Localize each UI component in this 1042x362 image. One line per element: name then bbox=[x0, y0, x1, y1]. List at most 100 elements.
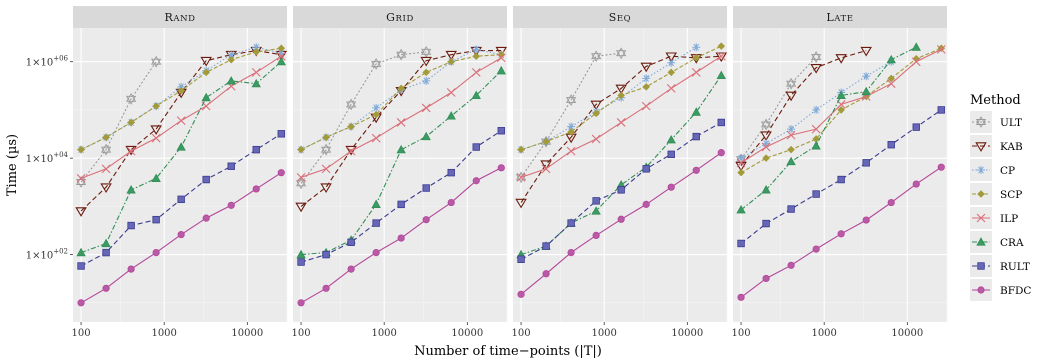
data-point-kab bbox=[150, 125, 162, 135]
data-point-kab bbox=[860, 46, 872, 57]
data-point-bfdc bbox=[617, 215, 625, 223]
data-point-ilp bbox=[616, 118, 626, 127]
data-point-ilp bbox=[251, 68, 261, 77]
data-point-cra bbox=[761, 185, 771, 194]
data-point-kab bbox=[810, 63, 822, 74]
data-point-scp bbox=[642, 83, 650, 91]
data-point-cra bbox=[296, 249, 306, 259]
x-tick-label: 1000 bbox=[371, 328, 396, 339]
data-point-ilp bbox=[566, 146, 576, 156]
data-point-bfdc bbox=[347, 265, 355, 273]
x-tick-label: 10000 bbox=[451, 328, 483, 339]
series-bfdc bbox=[77, 169, 285, 307]
data-point-ilp bbox=[471, 68, 481, 77]
panel-late: LATE bbox=[733, 6, 948, 322]
data-point-cra bbox=[251, 78, 261, 88]
series-line-cra bbox=[740, 46, 917, 211]
data-point-kab bbox=[495, 46, 508, 57]
data-point-bfdc bbox=[397, 234, 405, 242]
data-point-rult bbox=[567, 219, 575, 227]
data-point-scp bbox=[447, 57, 455, 66]
data-point-cp bbox=[862, 72, 871, 81]
x-tick-label: 1000 bbox=[591, 328, 616, 339]
data-point-bfdc bbox=[517, 290, 525, 298]
data-point-rult bbox=[542, 242, 550, 250]
data-point-rult bbox=[252, 145, 260, 154]
data-point-bfdc bbox=[297, 299, 305, 307]
data-point-cra bbox=[371, 199, 381, 208]
data-point-ilp bbox=[296, 172, 306, 182]
data-point-scp bbox=[542, 137, 550, 146]
data-point-cra bbox=[591, 206, 601, 215]
data-point-rult bbox=[497, 127, 505, 135]
data-point-ilp bbox=[691, 68, 701, 77]
data-point-bfdc bbox=[472, 177, 480, 185]
series-scp bbox=[737, 44, 946, 177]
legend-label: RULT bbox=[1000, 261, 1030, 273]
data-point-ult bbox=[421, 45, 432, 58]
legend-key-marker bbox=[977, 190, 985, 198]
data-point-cra bbox=[396, 144, 406, 154]
strip-title: LATE bbox=[826, 11, 853, 24]
data-point-cra bbox=[666, 134, 676, 144]
data-point-bfdc bbox=[497, 164, 505, 172]
data-point-ilp bbox=[421, 103, 431, 113]
data-point-cra bbox=[421, 131, 431, 141]
data-point-cp bbox=[177, 82, 186, 91]
series-cra bbox=[76, 56, 286, 257]
data-point-scp bbox=[152, 102, 160, 110]
data-point-scp bbox=[837, 106, 845, 114]
data-point-bfdc bbox=[542, 270, 550, 278]
data-point-ilp bbox=[346, 146, 356, 156]
data-point-ilp bbox=[761, 142, 771, 152]
panel-rand: RAND bbox=[73, 6, 288, 322]
data-point-scp bbox=[762, 154, 770, 162]
series-ult bbox=[295, 45, 432, 190]
data-point-kab bbox=[715, 52, 728, 63]
data-point-kab bbox=[100, 183, 112, 194]
data-point-cra bbox=[446, 111, 456, 120]
data-point-cp bbox=[692, 43, 701, 52]
data-point-scp bbox=[717, 42, 726, 50]
series-line-ult bbox=[80, 61, 157, 183]
series-rult bbox=[737, 106, 945, 248]
series-ilp bbox=[296, 53, 506, 182]
data-point-rult bbox=[177, 195, 185, 204]
data-point-cra bbox=[811, 141, 821, 150]
series-rult bbox=[517, 118, 725, 263]
data-point-ilp bbox=[811, 124, 821, 134]
data-point-ilp bbox=[666, 83, 676, 93]
panel-grid: GRID bbox=[293, 6, 508, 322]
data-point-cra bbox=[226, 76, 236, 85]
data-point-cra bbox=[201, 92, 211, 102]
data-point-ult bbox=[811, 51, 822, 63]
data-point-scp bbox=[787, 145, 795, 154]
data-point-kab bbox=[75, 207, 87, 217]
data-point-bfdc bbox=[567, 248, 575, 257]
legend-key-marker bbox=[977, 286, 985, 294]
data-point-scp bbox=[567, 128, 575, 136]
legend-label: CRA bbox=[1000, 237, 1024, 249]
data-point-bfdc bbox=[692, 166, 700, 174]
data-point-ilp bbox=[936, 45, 946, 54]
data-point-scp bbox=[517, 145, 525, 154]
data-point-cp bbox=[667, 58, 676, 67]
data-point-cra bbox=[836, 90, 846, 100]
data-point-ilp bbox=[321, 164, 331, 174]
data-point-ult bbox=[320, 143, 332, 156]
series-line-ult bbox=[740, 56, 817, 160]
series-bfdc bbox=[737, 163, 945, 301]
legend-label: KAB bbox=[1000, 141, 1023, 153]
data-point-ult bbox=[345, 98, 357, 111]
data-point-ilp bbox=[151, 133, 161, 143]
series-rult bbox=[297, 127, 505, 266]
data-point-rult bbox=[667, 150, 675, 159]
data-point-rult bbox=[102, 248, 110, 257]
data-point-rult bbox=[472, 143, 480, 151]
data-point-kab bbox=[515, 198, 527, 209]
data-point-scp bbox=[422, 68, 430, 77]
strip-title: GRID bbox=[386, 11, 414, 24]
data-point-scp bbox=[252, 48, 261, 56]
data-point-cp bbox=[372, 103, 381, 112]
data-point-cp bbox=[472, 45, 481, 54]
